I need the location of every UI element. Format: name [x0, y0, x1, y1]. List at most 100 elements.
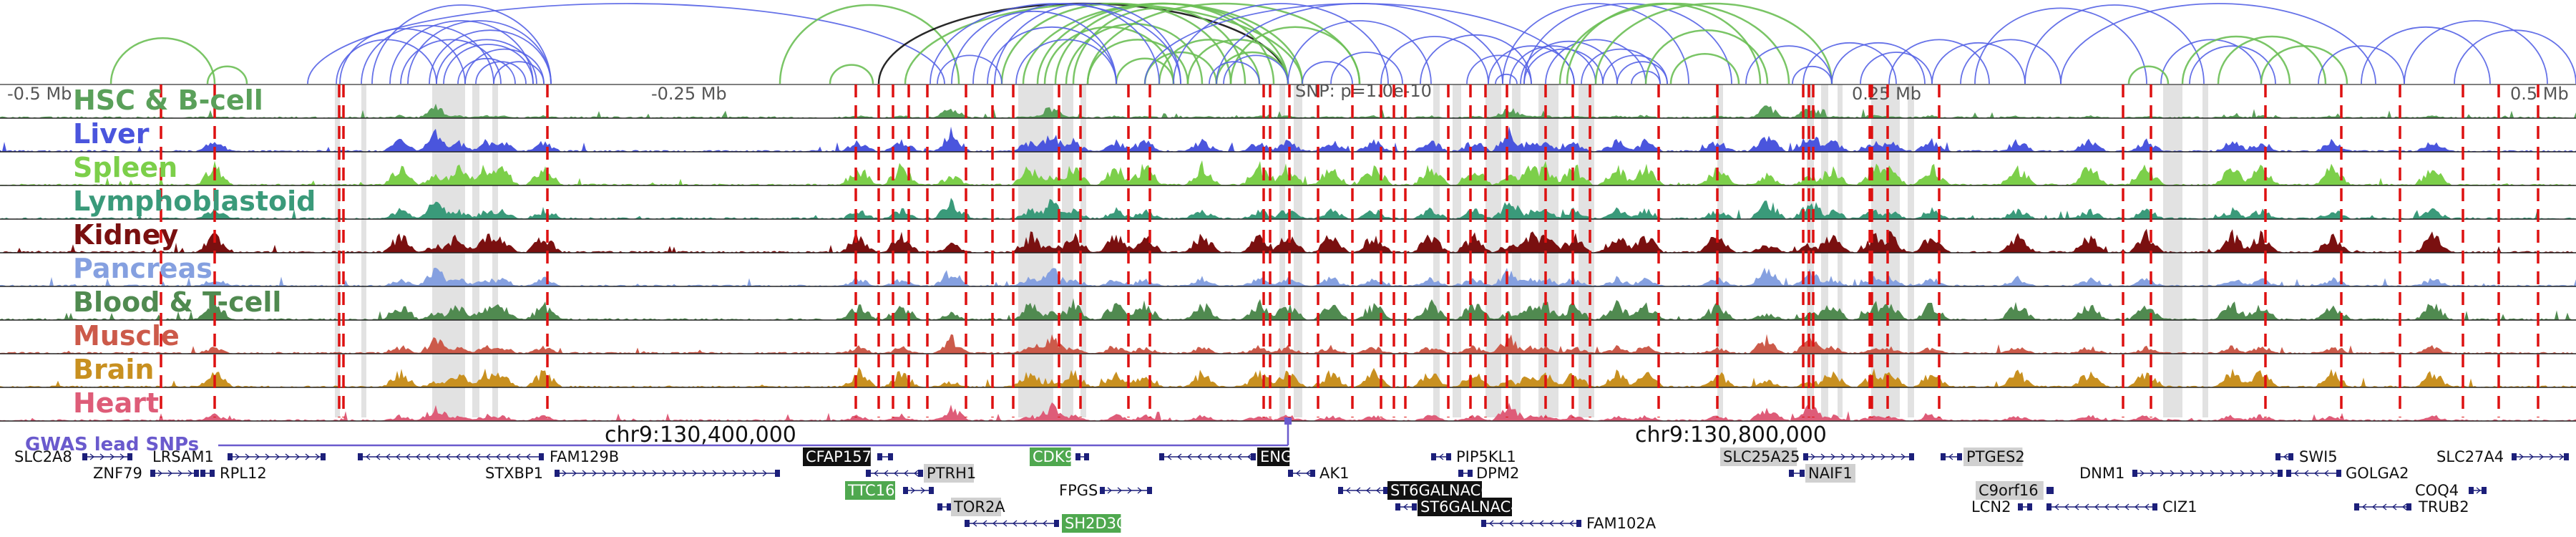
gene-cfap157[interactable]: CFAP157 [803, 448, 893, 466]
gene-strand-arrow [992, 520, 997, 527]
gene-strand-arrow [525, 453, 531, 460]
gene-label: AK1 [1319, 465, 1350, 482]
interaction-arc [1888, 39, 1990, 84]
gene-exon [1803, 453, 1808, 460]
gene-exon [1383, 487, 1388, 494]
gene-slc2a8[interactable]: SLC2A8 [14, 448, 132, 465]
gene-exon [1310, 470, 1315, 477]
gene-rpl12[interactable]: RPL12 [200, 465, 267, 482]
gene-exon [1576, 520, 1581, 527]
interaction-arc [2060, 3, 2376, 84]
gene-stxbp1[interactable]: STXBP1 [485, 465, 780, 482]
interaction-arc [1745, 45, 1833, 84]
gene-eng[interactable]: ENG [1159, 448, 1292, 466]
gene-strand-arrow [712, 470, 718, 477]
gene-strand-arrow [692, 470, 698, 477]
interaction-arc [1520, 40, 1618, 84]
gene-strand-arrow [1186, 453, 1192, 460]
gene-label: ST6GALNAC4 [1420, 498, 1521, 516]
gene-strand-arrow [2401, 503, 2407, 511]
gene-pip5kl1[interactable]: PIP5KL1 [1431, 448, 1516, 465]
gwas-snp-marker [1284, 417, 1292, 425]
gene-exon [2046, 503, 2051, 511]
gene-strand-arrow [2283, 453, 2288, 460]
gene-ttc16[interactable]: TTC16 [845, 481, 934, 500]
gene-c9orf16[interactable]: C9orf16 [1976, 481, 2054, 500]
gene-exon [2406, 503, 2411, 511]
gene-exon [358, 453, 363, 460]
gene-trub2[interactable]: TRUB2 [2354, 498, 2469, 516]
gene-label: SWI5 [2299, 448, 2338, 465]
gene-label: SLC25A25 [1723, 448, 1800, 465]
gene-label: NAIF1 [1808, 465, 1853, 482]
gene-fpgs[interactable]: FPGS [1059, 482, 1152, 499]
interaction-arc [987, 26, 1117, 84]
gene-strand-arrow [2094, 503, 2099, 511]
gene-strand-arrow [1226, 453, 1232, 460]
gene-sh2d3c[interactable]: SH2D3C [965, 514, 1127, 533]
gene-strand-arrow [2210, 470, 2215, 477]
gene-exon [1075, 453, 1080, 460]
gene-strand-arrow [1840, 453, 1846, 460]
gene-strand-arrow [622, 470, 628, 477]
gene-slc27a4[interactable]: SLC27A4 [2436, 448, 2569, 465]
gene-lcn2[interactable]: LCN2 [1971, 498, 2032, 516]
gene-strand-arrow [722, 470, 728, 477]
interaction-arc [2404, 20, 2548, 84]
signal-track-fill [0, 160, 2576, 185]
gene-label: TOR2A [953, 498, 1005, 516]
gene-ciz1[interactable]: CIZ1 [2046, 498, 2197, 516]
gene-strand-arrow [495, 453, 501, 460]
gene-dpm2[interactable]: DPM2 [1458, 465, 1519, 482]
gene-strand-arrow [2084, 503, 2089, 511]
gene-golga2[interactable]: GOLGA2 [2286, 465, 2409, 482]
gene-strand-arrow [1002, 520, 1008, 527]
axis-tick-neg-half-mb: -0.5 Mb [7, 84, 72, 104]
gene-ptrh1[interactable]: PTRH1 [866, 464, 976, 483]
gene-strand-arrow [1206, 453, 1212, 460]
gene-slc25a25[interactable]: SLC25A25 [1720, 448, 1914, 466]
gene-strand-arrow [415, 453, 421, 460]
interaction-arc [464, 48, 545, 84]
gene-exon [321, 453, 326, 460]
gene-strand-arrow [455, 453, 461, 460]
gene-strand-arrow [2260, 470, 2265, 477]
gene-strand-arrow [1012, 520, 1018, 527]
gene-label: PTGES2 [1966, 448, 2025, 465]
gene-exon [1412, 503, 1417, 511]
gene-coq4[interactable]: COQ4 [2415, 482, 2487, 499]
gene-strand-arrow [109, 453, 115, 460]
gene-strand-arrow [682, 470, 688, 477]
gene-tor2a[interactable]: TOR2A [937, 498, 1005, 516]
track-label-hsc-b-cell: HSC & B-cell [73, 84, 263, 116]
signal-tracks [0, 103, 2576, 422]
gene-strand-arrow [972, 520, 977, 527]
gene-strand-arrow [1166, 453, 1172, 460]
interaction-arc [2454, 29, 2576, 84]
gene-fam102a[interactable]: FAM102A [1481, 515, 1657, 532]
gene-cdk9[interactable]: CDK9 [1030, 448, 1089, 466]
gene-strand-arrow [2391, 503, 2397, 511]
gene-ak1[interactable]: AK1 [1288, 465, 1350, 482]
interaction-arc [1495, 73, 1518, 84]
gene-strand-arrow [652, 470, 658, 477]
gene-naif1[interactable]: NAIF1 [1789, 464, 1855, 483]
gene-lrsam1[interactable]: LRSAM1 [152, 448, 326, 465]
gene-label: TTC16 [847, 482, 894, 499]
gene-fam129b[interactable]: FAM129B [358, 448, 619, 465]
interaction-arc [994, 3, 1181, 84]
gene-strand-arrow [1508, 520, 1514, 527]
gene-strand-arrow [475, 453, 481, 460]
interaction-arc [1223, 54, 1289, 84]
gene-strand-arrow [2160, 470, 2165, 477]
gene-swi5[interactable]: SWI5 [2275, 448, 2338, 465]
gene-st6galnac6[interactable]: ST6GALNAC6 [1338, 481, 1491, 500]
gene-st6galnac4[interactable]: ST6GALNAC4 [1395, 498, 1521, 516]
gene-exon [1054, 520, 1059, 527]
gene-strand-arrow [582, 470, 587, 477]
gene-strand-arrow [2140, 470, 2145, 477]
gene-strand-arrow [1305, 470, 1311, 477]
gene-ptges2[interactable]: PTGES2 [1941, 448, 2025, 466]
gene-znf79[interactable]: ZNF79 [93, 465, 199, 482]
gene-dnm1[interactable]: DNM1 [2079, 465, 2283, 482]
